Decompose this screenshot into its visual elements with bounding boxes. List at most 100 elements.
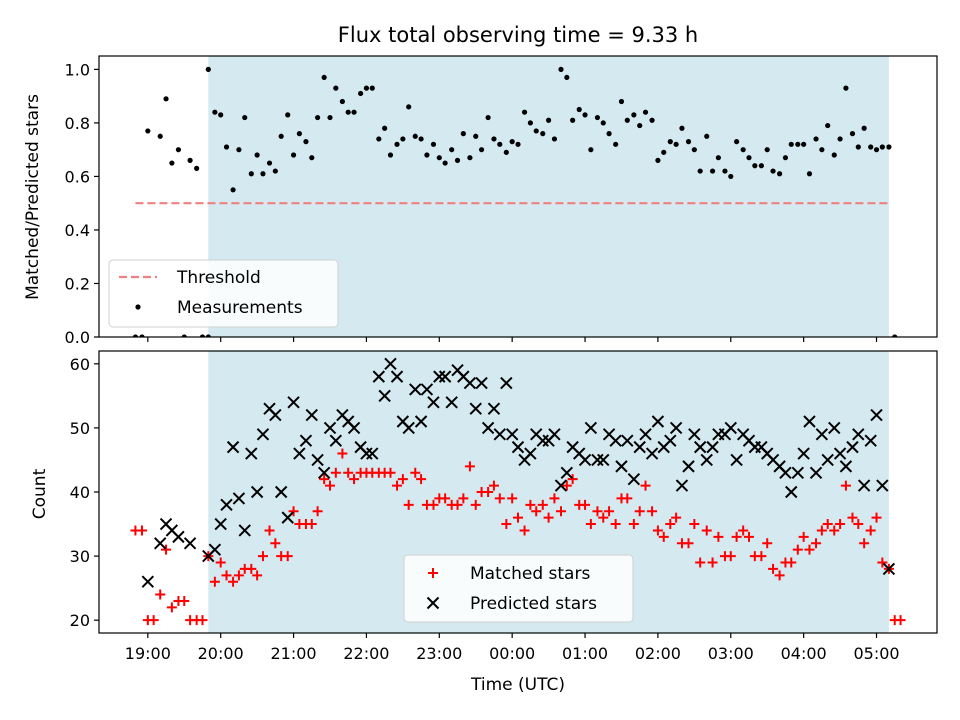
matched-stars-point [233,570,244,581]
matched-stars-point [507,493,518,504]
measurements-point [685,139,692,145]
predicted-stars-point [597,453,610,467]
measurements-point [339,98,345,105]
measurements-point [315,114,321,121]
measurements-point [296,131,302,137]
measurements-point [540,131,546,137]
matched-stars-point [148,615,159,626]
legend-matched-label: Matched stars [470,564,590,584]
measurements-point [533,128,539,134]
matched-stars-point [392,480,403,491]
measurements-point [473,133,479,139]
predicted-stars-point [226,440,240,454]
measurements-point [266,160,273,166]
matched-stars-point [464,461,475,472]
measurements-point [709,168,716,174]
legend-box [403,554,634,623]
measurements-point [606,131,612,137]
predicted-stars-point [323,421,337,435]
predicted-stars-point [675,479,689,492]
predicted-stars-point [706,440,719,454]
measurements-point [746,155,752,161]
matched-stars-point [494,493,505,504]
matched-stars-point [604,506,615,517]
measurements-point [290,152,297,158]
predicted-stars-point [821,453,834,467]
predicted-stars-point [846,440,859,454]
measurements-point [358,90,364,97]
predicted-stars-point [347,421,361,435]
predicted-stars-point [669,421,683,435]
predicted-stars-point [664,434,677,447]
top-markers [132,66,898,337]
matched-stars-point [658,531,669,542]
measurements-point [582,112,588,118]
measurements-point [205,66,211,72]
matched-stars-point [452,499,463,510]
measurements-point [321,74,327,81]
predicted-stars-point [208,543,222,556]
matched-stars-point [792,544,803,555]
predicted-stars-point [287,396,300,409]
measurements-point [460,131,466,137]
bottom-panel: 20 30 40 50 60 19:00 20:00 21:00 22:00 23:00 00:00… [30,350,938,695]
measurements-point [363,85,370,91]
measurements-point [691,147,697,153]
measurements-point [806,171,813,177]
matched-stars-point [835,519,846,530]
matched-stars-point [330,467,341,478]
measurements-point [825,122,831,129]
x-tick-label: 20:00 [198,644,244,663]
matched-stars-point [774,570,785,581]
measurements-point [831,152,837,158]
legend-threshold-label: Threshold [176,268,261,288]
predicted-stars-point [693,440,707,454]
matched-stars-point [567,474,578,485]
matched-stars-point [337,448,348,459]
predicted-stars-point [609,434,622,447]
measurements-point [728,173,734,180]
matched-stars-point [598,512,609,523]
predicted-stars-point [560,466,574,479]
predicted-stars-point [390,370,404,383]
measurements-point [175,147,182,153]
measurements-point [327,114,333,121]
measurements-point [813,136,819,142]
top-y-tick-label: 0.4 [65,221,90,240]
predicted-stars-point [445,396,458,409]
measurements-point [212,109,218,115]
x-tick-label: 22:00 [343,644,389,663]
predicted-stars-point [584,421,598,435]
predicted-stars-point [154,537,167,550]
measurements-point [752,163,758,169]
matched-stars-point [410,467,421,478]
measurements-point [613,141,619,147]
matched-stars-point [270,538,281,549]
predicted-stars-point [791,466,805,479]
predicted-stars-point [414,415,428,428]
measurements-point [478,147,485,153]
measurements-point [679,125,685,131]
legend-predicted-label: Predicted stars [470,594,597,614]
matched-stars-point [519,525,530,536]
matched-stars-point [488,480,499,491]
x-tick-label: 03:00 [708,644,754,663]
predicted-stars-point [882,562,896,576]
predicted-stars-point [232,492,246,505]
matched-stars-point [228,576,239,587]
matched-stars-point [762,538,773,549]
matched-stars-point [264,525,275,536]
predicted-stars-point [779,466,792,479]
bottom-y-tick-label: 30 [70,547,90,566]
matched-stars-point [713,531,724,542]
predicted-stars-point [305,408,318,422]
predicted-stars-point [360,447,373,460]
measurements-point [230,187,236,193]
predicted-stars-point [372,370,386,383]
measurements-point [376,136,382,142]
matched-stars-point [701,525,712,536]
matched-stars-point [343,467,354,478]
predicted-stars-point [809,466,823,479]
measurements-point [139,334,145,337]
matched-stars-point [786,557,797,568]
